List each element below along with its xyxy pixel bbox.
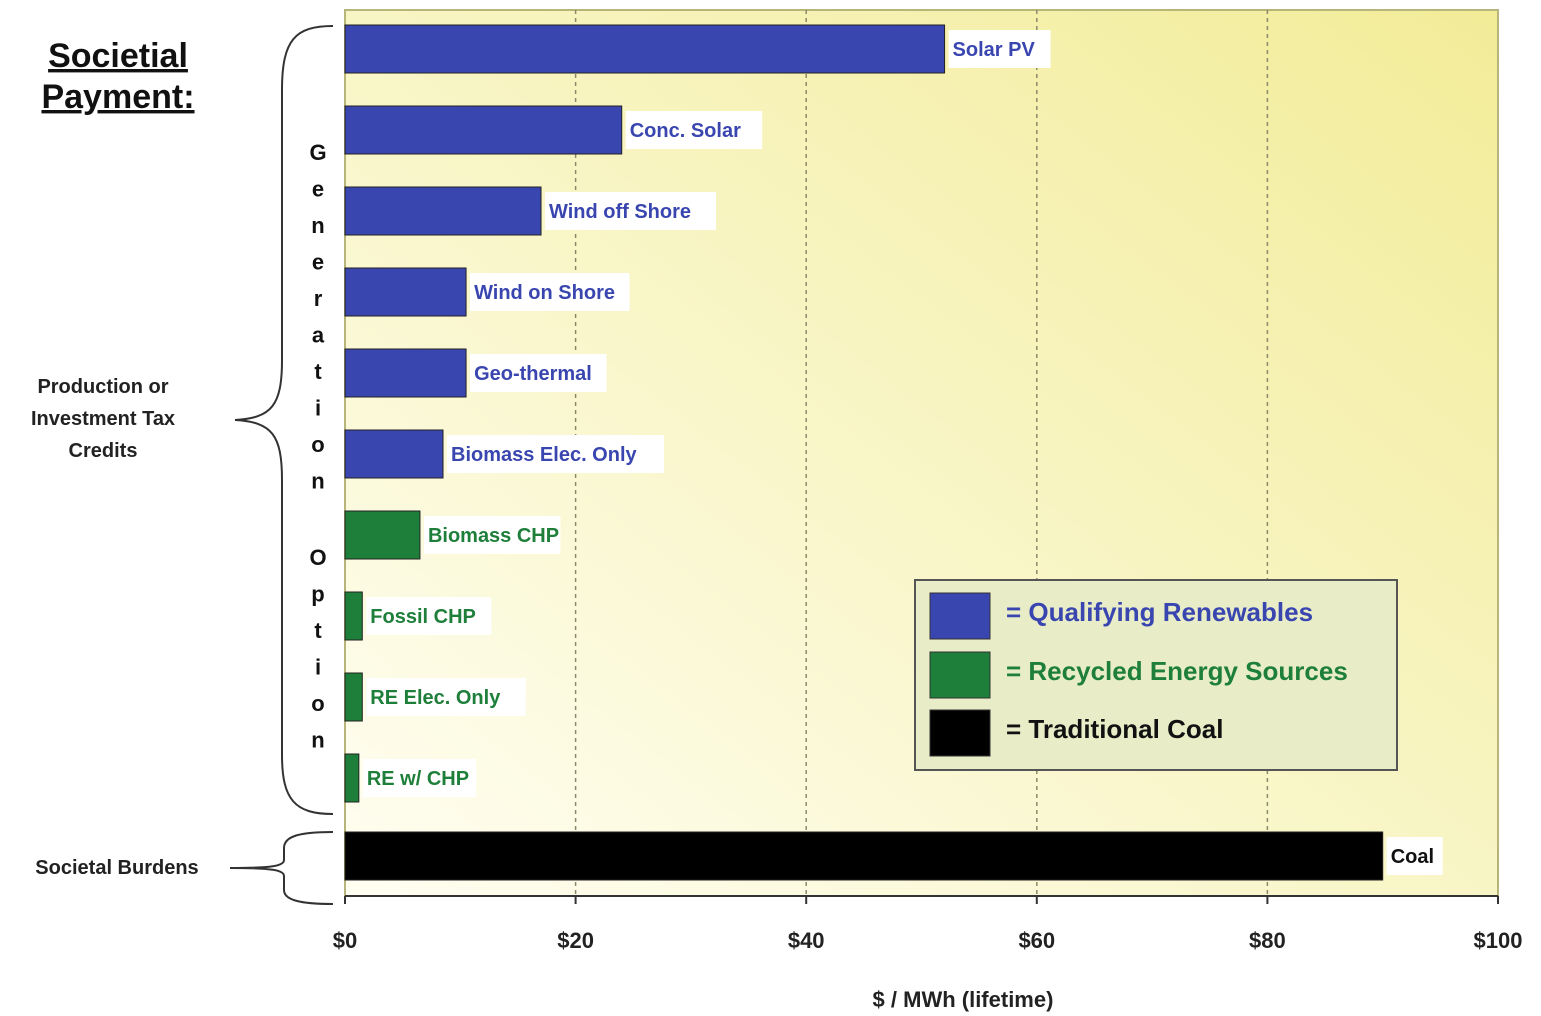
bar-fossil-chp [344,591,363,641]
bar-wind-on-shore [344,267,467,317]
vertical-letter: e [312,250,324,275]
x-tick-label: $60 [1018,928,1055,953]
burdens-note: Societal Burdens [35,857,198,879]
credits-note-line2: Investment Tax [31,408,175,430]
bar-label-background [470,354,607,392]
bar-geo-thermal [344,348,467,398]
legend-box [914,579,1398,771]
bar-label: Coal [1391,846,1434,868]
bar-label-background [625,111,763,149]
x-axis-title: $ / MWh (lifetime) [873,987,1054,1012]
x-tick-label: $80 [1249,928,1286,953]
bar-label: Biomass Elec. Only [451,444,638,466]
bar-label-background [423,516,561,554]
vertical-letter: n [311,728,324,753]
legend: = Qualifying Renewables = Recycled Energ… [914,579,1398,771]
vertical-letter: p [311,582,324,607]
vertical-letter: n [311,469,324,494]
bar-label-background [1386,837,1443,875]
bar-conc-solar [344,105,623,155]
bar-label-background [366,597,492,635]
bar-re-w-chp [344,753,360,803]
vertical-letter: r [314,286,323,311]
vertical-letter: i [315,655,321,680]
vertical-letter: e [312,177,324,202]
bar-label: RE w/ CHP [367,768,469,790]
bar-label: Biomass CHP [428,525,559,547]
bar-biomass-elec-only [344,429,444,479]
left-title-line2: Payment: [41,78,194,116]
vertical-letter: G [309,140,326,165]
legend-swatch-renewable [929,592,991,640]
legend-label-renewable: = Qualifying Renewables [1006,597,1313,627]
bar-label-background [447,435,665,473]
bar-label: Conc. Solar [630,120,741,142]
legend-label-recycled: = Recycled Energy Sources [1006,656,1348,686]
bar-label-background [362,759,477,797]
bar-label: Geo-thermal [474,363,592,385]
x-tick-label: $40 [788,928,825,953]
vertical-letter: o [311,432,324,457]
vertical-letter: i [315,396,321,421]
bar-label-background [545,192,717,230]
x-tick-label: $0 [333,928,357,953]
bar-label-background [366,678,526,716]
bar-label-background [470,273,630,311]
bar-label: Fossil CHP [370,606,476,628]
vertical-letter: n [311,213,324,238]
bar-wind-off-shore [344,186,542,236]
credits-note-line3: Credits [69,440,138,462]
left-title-line1: Societial [48,37,188,75]
legend-swatch-recycled [929,651,991,699]
x-tick-label: $100 [1474,928,1523,953]
upper-brace [234,25,334,815]
legend-swatch-coal [929,709,991,757]
vertical-letter: t [314,359,322,384]
bar-coal [344,831,1384,881]
x-tick-label: $20 [557,928,594,953]
bar-label-background [948,30,1051,68]
vertical-letter: a [312,323,325,348]
vertical-letter: o [311,691,324,716]
vertical-letter: O [309,545,326,570]
bar-label: Wind on Shore [474,282,615,304]
bar-biomass-chp [344,510,421,560]
x-ticks: $0 $20 $40 $60 $80 $100 [333,896,1523,953]
credits-note-line1: Production or [37,376,168,398]
bar-solar-pv [344,24,946,74]
bar-labels: Solar PV Conc. Solar Wind off Shore Wind on… [362,30,1443,875]
bar-label: Solar PV [953,39,1036,61]
bar-re-elec-only [344,672,363,722]
bar-label: RE Elec. Only [370,687,501,709]
lower-brace [229,831,334,905]
bar-label: Wind off Shore [549,201,691,223]
legend-label-coal: = Traditional Coal [1006,714,1223,744]
vertical-letter: t [314,618,322,643]
bars [344,24,1384,881]
